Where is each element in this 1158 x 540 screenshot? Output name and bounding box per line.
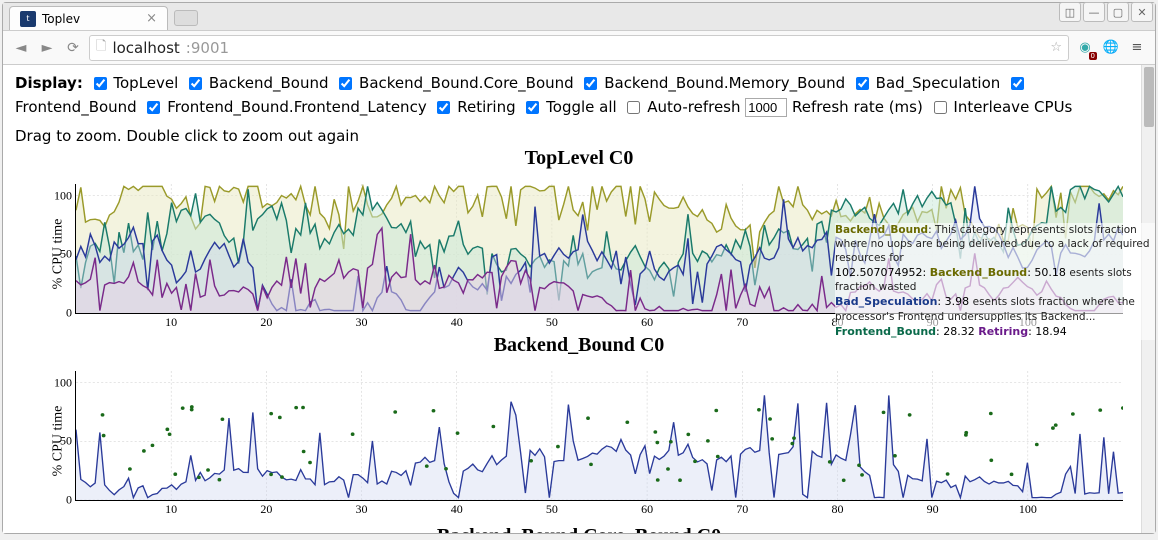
scroll-thumb[interactable]: [1144, 67, 1154, 127]
chart-plot-area[interactable]: % CPU time050100102030405060708090100: [15, 361, 1143, 521]
checkbox-frontend-bound[interactable]: [1011, 77, 1024, 90]
checkbox-label: Toggle all: [541, 98, 621, 116]
checkbox-toplevel[interactable]: [94, 77, 107, 90]
toolbar: ◄ ► ⟳ 🗋 localhost :9001 ☆ ◉ 0 🌐 ≡: [3, 31, 1155, 65]
y-tick: 100: [54, 375, 72, 390]
tooltip-bs-label: Bad_Speculation: [835, 295, 937, 308]
y-tick: 100: [54, 188, 72, 203]
checkbox-label: Auto-refresh: [642, 98, 745, 116]
tab-close-icon[interactable]: ×: [146, 11, 157, 26]
checkbox-label: Frontend_Bound.Frontend_Latency: [162, 98, 431, 116]
site-identity-icon: 🗋: [96, 37, 106, 59]
checkbox-backend-bound[interactable]: [189, 77, 202, 90]
tooltip-timestamp: 102.507074952: [835, 266, 922, 279]
new-tab-button[interactable]: [174, 10, 198, 26]
checkbox-label: Backend_Bound.Core_Bound: [354, 74, 578, 92]
refresh-rate-input[interactable]: [745, 98, 787, 117]
bookmark-star-icon[interactable]: ☆: [1050, 40, 1062, 55]
chart-title: TopLevel C0: [15, 147, 1143, 170]
x-tick: 20: [260, 502, 272, 517]
tooltip-fb-label: Frontend_Bound: [835, 325, 936, 338]
extension-badge: 0: [1089, 52, 1097, 60]
interleave-checkbox[interactable]: [934, 101, 947, 114]
tooltip-bs-val: : 3.98: [937, 295, 969, 308]
x-tick: 100: [1019, 502, 1037, 517]
x-tick: 70: [736, 502, 748, 517]
forward-button[interactable]: ►: [37, 38, 57, 58]
browser-tab[interactable]: t Toplev ×: [9, 6, 168, 30]
x-tick: 40: [451, 315, 463, 330]
checkbox-retiring[interactable]: [437, 101, 450, 114]
url-host: localhost: [112, 39, 179, 57]
x-tick: 60: [641, 315, 653, 330]
checkbox-backend-bound-core-bound[interactable]: [339, 77, 352, 90]
x-tick: 10: [165, 315, 177, 330]
url-bar[interactable]: 🗋 localhost :9001 ☆: [89, 35, 1069, 61]
display-label: Display:: [15, 74, 83, 92]
interleave-label: Interleave CPUs: [953, 98, 1072, 116]
checkbox-auto-refresh[interactable]: [627, 101, 640, 114]
minimize-button[interactable]: —: [1083, 2, 1105, 22]
x-tick: 10: [165, 502, 177, 517]
chart-title-3: Backend_Bound.Core_Bound C0: [15, 525, 1143, 533]
maximize-button[interactable]: ▢: [1107, 2, 1129, 22]
checkbox-label: Retiring: [452, 98, 520, 116]
x-tick: 30: [356, 502, 368, 517]
checkbox-label: Backend_Bound: [204, 74, 333, 92]
tooltip-bb-label: Backend_Bound: [930, 266, 1028, 279]
plot[interactable]: 050100102030405060708090100: [75, 371, 1123, 501]
y-tick: 0: [66, 493, 72, 508]
checkbox-bad-speculation[interactable]: [856, 77, 869, 90]
tooltip-rt-label: Retiring: [978, 325, 1028, 338]
x-tick: 50: [546, 315, 558, 330]
display-controls: Display: TopLevel Backend_Bound Backend_…: [15, 71, 1143, 119]
menu-button[interactable]: ≡: [1127, 38, 1147, 58]
checkbox-backend-bound-memory-bound[interactable]: [584, 77, 597, 90]
x-tick: 30: [356, 315, 368, 330]
reload-button[interactable]: ⟳: [63, 38, 83, 58]
checkbox-label: Frontend_Bound: [15, 98, 141, 116]
x-tick: 70: [736, 315, 748, 330]
back-button[interactable]: ◄: [11, 38, 31, 58]
x-tick: 60: [641, 502, 653, 517]
checkbox-label: Backend_Bound.Memory_Bound: [599, 74, 849, 92]
x-tick: 50: [546, 502, 558, 517]
favicon-icon: t: [20, 11, 36, 27]
tooltip-bb-val: : 50.18: [1027, 266, 1066, 279]
page-content: Display: TopLevel Backend_Bound Backend_…: [3, 65, 1155, 533]
help-text: Drag to zoom. Double click to zoom out a…: [15, 127, 1143, 145]
y-tick: 0: [66, 306, 72, 321]
hover-tooltip: Backend_Bound: This category represents …: [835, 223, 1155, 340]
globe-icon[interactable]: 🌐: [1101, 38, 1121, 58]
extension-icon[interactable]: ◉ 0: [1075, 38, 1095, 58]
tab-bar: t Toplev ×: [3, 3, 1155, 31]
user-menu-button[interactable]: ◫: [1059, 2, 1081, 22]
chart-1: Backend_Bound C0% CPU time05010010203040…: [15, 334, 1143, 521]
tooltip-fb-val: : 28.32: [936, 325, 975, 338]
browser-window: ◫ — ▢ ✕ t Toplev × ◄ ► ⟳ 🗋 localhost :900…: [2, 2, 1156, 534]
close-button[interactable]: ✕: [1131, 2, 1153, 22]
tooltip-bb-header: Backend_Bound: [835, 224, 928, 236]
titlebar-controls: ◫ — ▢ ✕: [1057, 2, 1153, 22]
x-tick: 80: [831, 502, 843, 517]
tab-title: Toplev: [42, 12, 80, 26]
checkbox-frontend-bound-frontend-latency[interactable]: [147, 101, 160, 114]
y-tick: 50: [60, 247, 72, 262]
refresh-rate-label: Refresh rate (ms): [792, 98, 923, 116]
checkbox-toggle all[interactable]: [526, 101, 539, 114]
url-port: :9001: [186, 39, 229, 57]
checkbox-label: TopLevel: [109, 74, 183, 92]
tooltip-rt-val: : 18.94: [1028, 325, 1067, 338]
x-tick: 40: [451, 502, 463, 517]
x-tick: 20: [260, 315, 272, 330]
checkbox-label: Bad_Speculation: [871, 74, 1005, 92]
y-tick: 50: [60, 434, 72, 449]
x-tick: 90: [927, 502, 939, 517]
